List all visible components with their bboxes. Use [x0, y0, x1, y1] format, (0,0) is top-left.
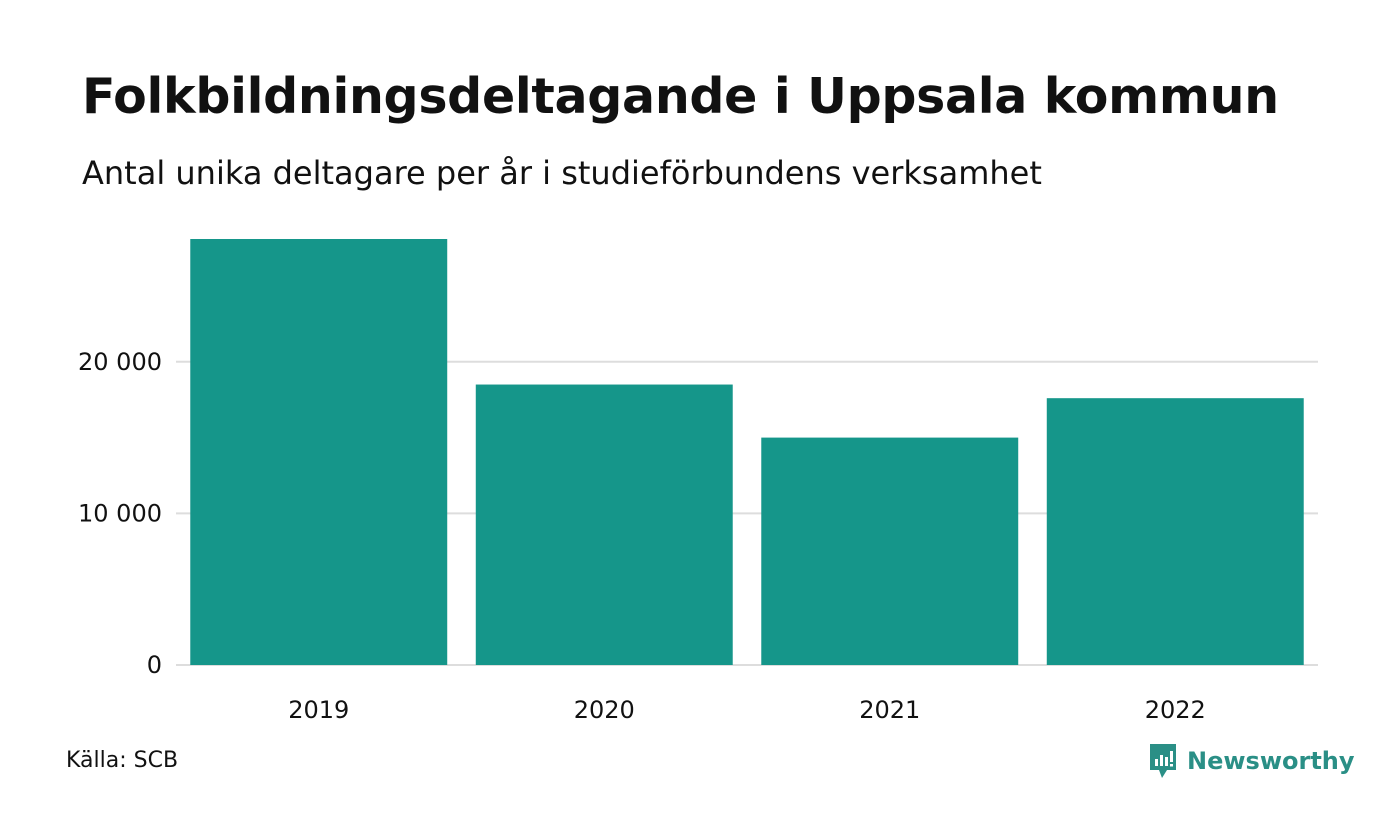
y-tick-label: 0	[147, 651, 162, 679]
brand-logo: Newsworthy	[1148, 742, 1355, 780]
x-tick-label: 2022	[1145, 696, 1206, 724]
brand-name: Newsworthy	[1187, 747, 1355, 775]
bars	[190, 239, 1304, 665]
y-tick-label: 10 000	[78, 499, 162, 527]
x-tick-label: 2021	[859, 696, 920, 724]
x-tick-label: 2019	[288, 696, 349, 724]
bar-2020	[475, 384, 733, 665]
bar-2019	[190, 239, 448, 665]
newsworthy-logo-icon	[1150, 744, 1176, 778]
chart-subtitle: Antal unika deltagare per år i studieför…	[82, 154, 1042, 192]
y-axis-ticks: 0 10 000 20 000	[78, 348, 162, 679]
y-tick-label: 20 000	[78, 348, 162, 376]
x-tick-label: 2020	[574, 696, 635, 724]
bar-2021	[761, 437, 1019, 665]
chart-title: Folkbildningsdeltagande i Uppsala kommun	[82, 68, 1279, 125]
x-axis-ticks: 2019 2020 2021 2022	[288, 696, 1206, 724]
bar-2022	[1046, 398, 1304, 665]
source-note: Källa: SCB	[66, 748, 179, 773]
